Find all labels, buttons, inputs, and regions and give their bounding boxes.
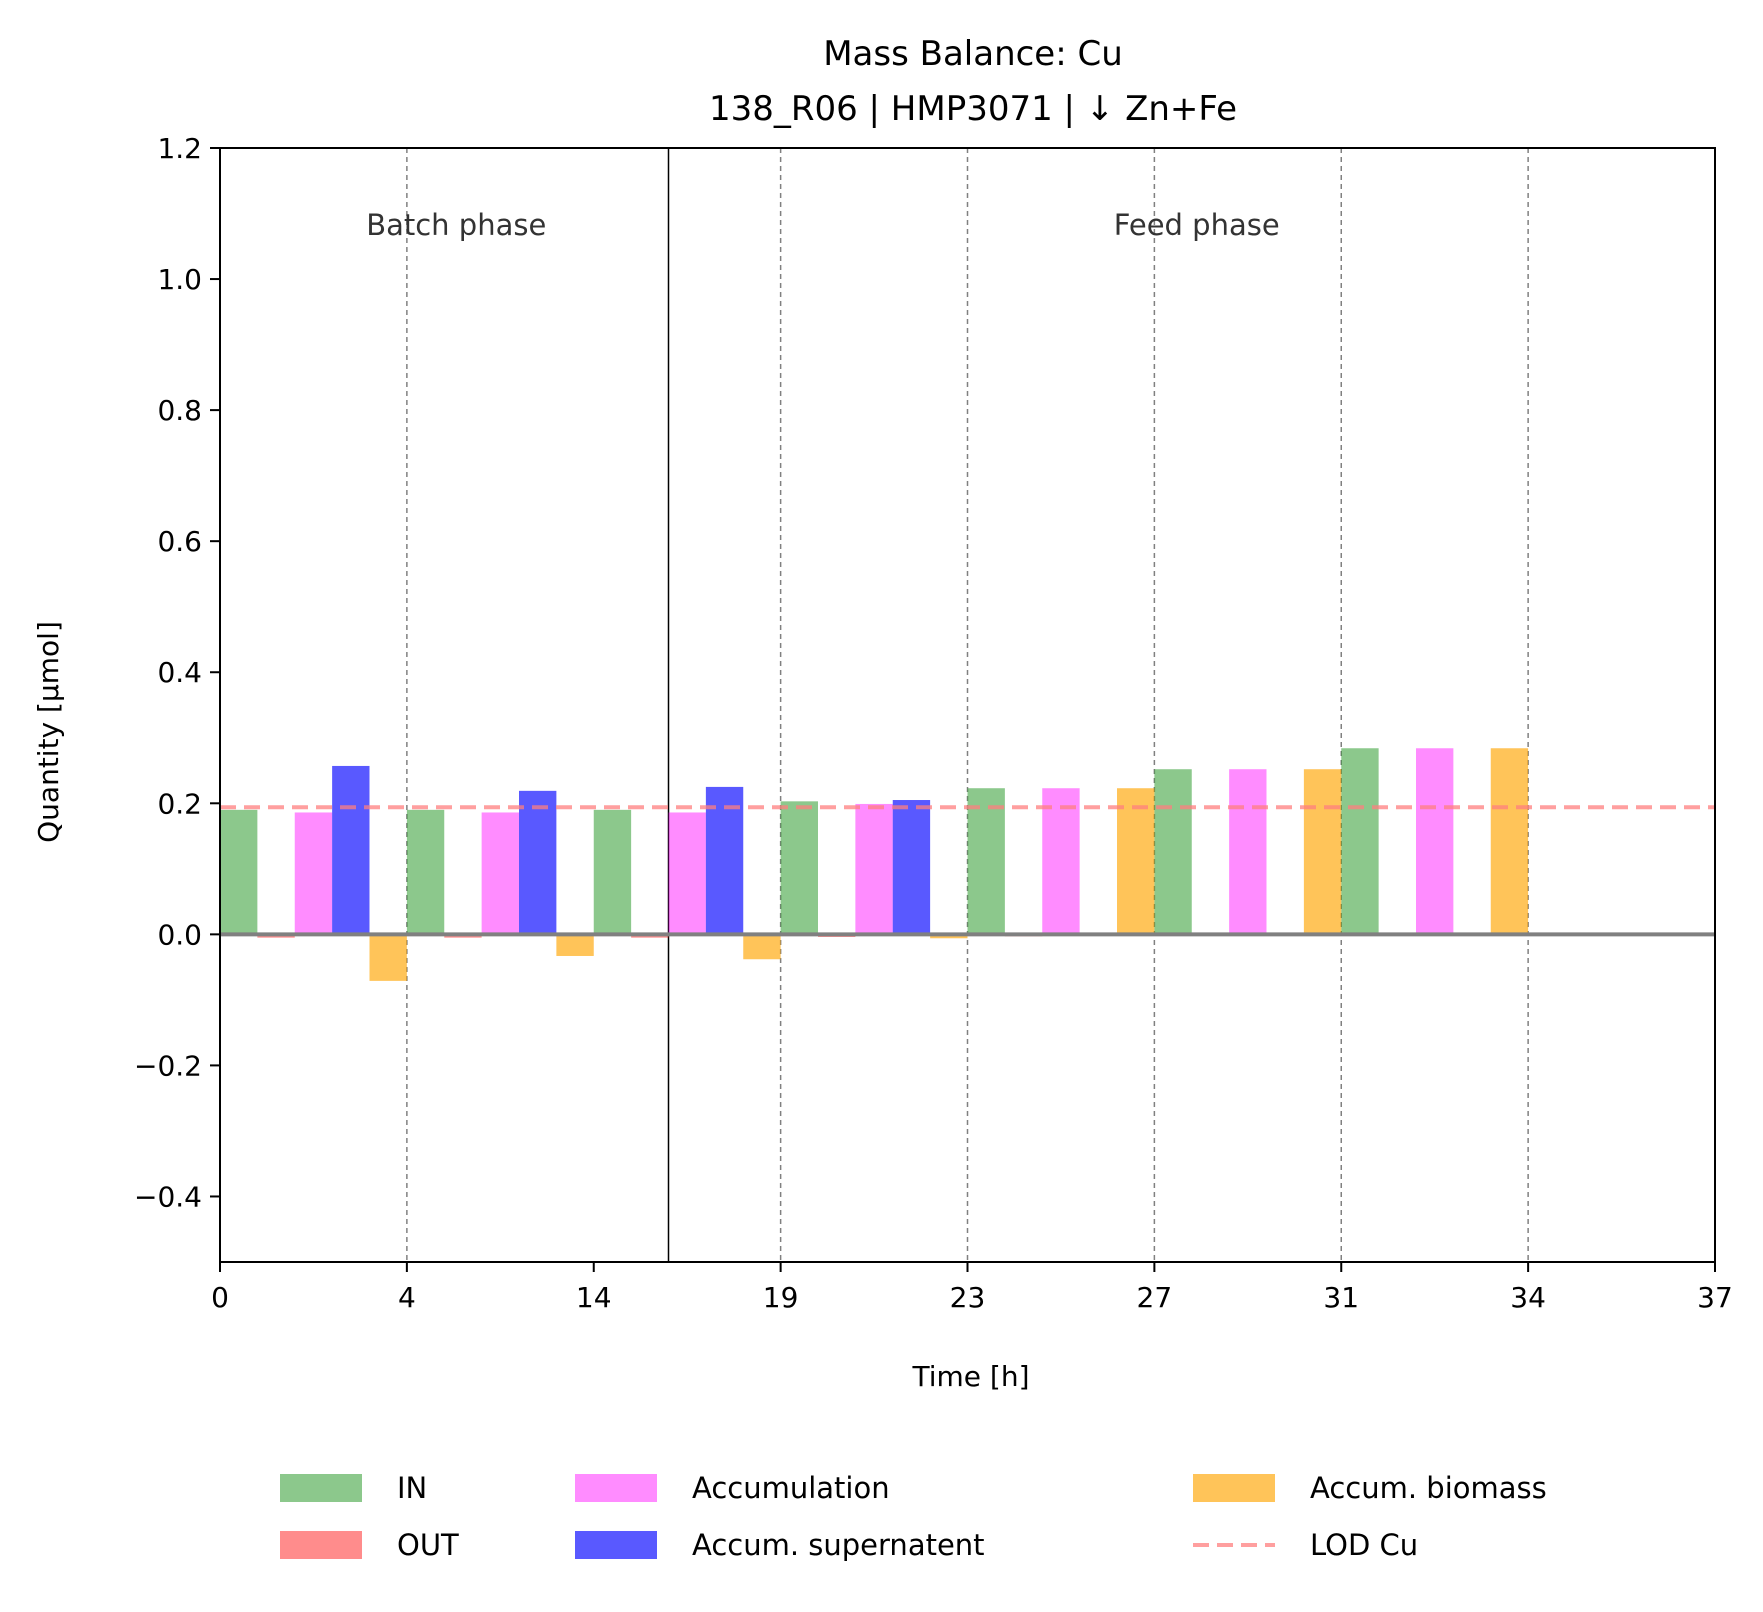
- y-tick-label: 0.2: [157, 787, 202, 820]
- x-tick-label: 37: [1697, 1281, 1733, 1314]
- legend: IN OUT Accumulation Accum. supernatent Accum…: [280, 1471, 1547, 1562]
- legend-swatch-in: [280, 1474, 362, 1502]
- bar-accumulation: [1042, 788, 1080, 935]
- y-tick-label: 0.6: [157, 525, 202, 558]
- y-tick-label: 1.0: [157, 263, 202, 296]
- bar-accumulation: [1416, 748, 1454, 935]
- bar-in: [967, 788, 1005, 935]
- feed-phase-label: Feed phase: [1114, 208, 1280, 242]
- batch-phase-label: Batch phase: [366, 208, 546, 242]
- bar-accum-supernatent: [332, 765, 370, 935]
- legend-swatch-accum-supernatent: [575, 1531, 657, 1559]
- x-tick-label: 19: [763, 1281, 799, 1314]
- x-tick-label: 34: [1510, 1281, 1546, 1314]
- plot-area: Batch phase Feed phase −0.4 −0.2 0.0 0.2 0.4 0.…: [134, 132, 1733, 1314]
- legend-swatch-accumulation: [575, 1474, 657, 1502]
- bar-accum-supernatent: [705, 786, 744, 935]
- bar-accumulation: [1229, 769, 1267, 935]
- y-tick-label: 1.2: [157, 132, 202, 165]
- x-tick-label: 23: [950, 1281, 986, 1314]
- bar-in: [593, 809, 632, 935]
- legend-label-accum-biomass: Accum. biomass: [1310, 1471, 1547, 1505]
- bar-accumulation: [481, 812, 519, 935]
- bar-in: [780, 801, 818, 935]
- bar-accum-biomass: [1303, 769, 1342, 935]
- bar-accum-biomass: [369, 934, 407, 981]
- legend-label-accumulation: Accumulation: [692, 1471, 890, 1505]
- bar-accumulation: [855, 803, 893, 935]
- legend-swatch-out: [280, 1531, 362, 1559]
- legend-label-in: IN: [397, 1471, 427, 1505]
- y-axis-label: Quantity [µmol]: [32, 621, 65, 843]
- x-tick-label: 4: [398, 1281, 416, 1314]
- bar-accum-biomass: [1117, 788, 1155, 935]
- chart-subtitle: 138_R06 | HMP3071 | ↓ Zn+Fe: [709, 89, 1237, 129]
- bar-accumulation: [294, 812, 333, 935]
- legend-label-out: OUT: [397, 1528, 459, 1562]
- bar-in: [1341, 748, 1379, 935]
- y-tick-label: 0.8: [157, 394, 202, 427]
- bar-in: [220, 809, 258, 935]
- bar-accum-biomass: [556, 934, 594, 956]
- y-tick-label: 0.0: [157, 918, 202, 951]
- y-tick-label: −0.4: [134, 1180, 202, 1213]
- legend-swatch-accum-biomass: [1193, 1474, 1275, 1502]
- bar-accum-biomass: [743, 934, 781, 960]
- bar-accum-biomass: [1490, 748, 1529, 935]
- chart-title: Mass Balance: Cu: [823, 34, 1123, 74]
- bar-accum-supernatent: [519, 790, 557, 935]
- bar-in: [406, 809, 445, 935]
- y-tick-label: −0.2: [134, 1049, 202, 1082]
- x-axis-label: Time [h]: [911, 1360, 1029, 1393]
- x-tick-label: 14: [576, 1281, 612, 1314]
- x-tick-label: 27: [1137, 1281, 1173, 1314]
- bar-in: [1154, 769, 1192, 935]
- x-tick-label: 31: [1323, 1281, 1359, 1314]
- y-tick-label: 0.4: [157, 656, 202, 689]
- bar-accumulation: [668, 812, 706, 935]
- bar-accum-supernatent: [892, 800, 931, 935]
- legend-label-accum-supernatent: Accum. supernatent: [692, 1528, 985, 1562]
- legend-label-lod-cu: LOD Cu: [1310, 1528, 1418, 1562]
- x-tick-label: 0: [211, 1281, 229, 1314]
